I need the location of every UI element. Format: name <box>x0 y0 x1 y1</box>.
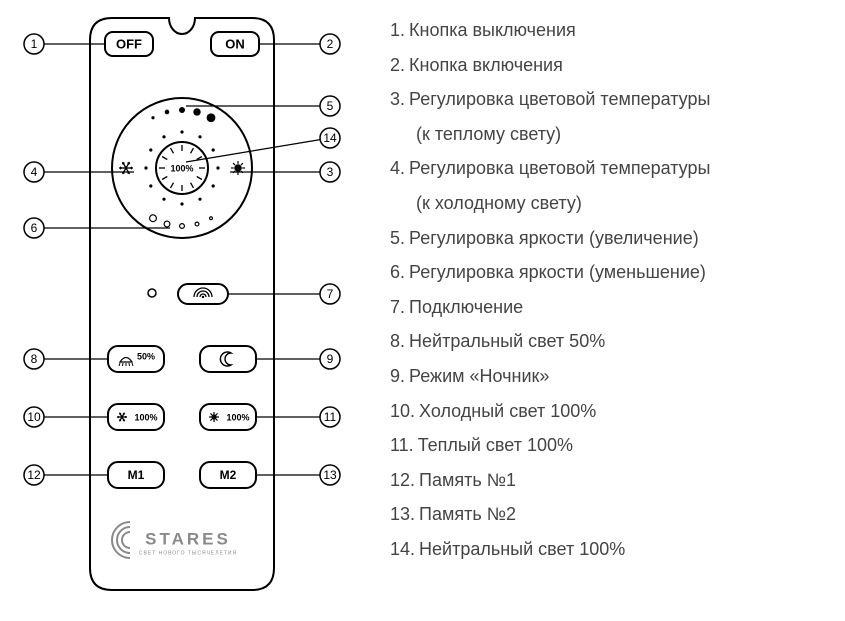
remote-body <box>90 18 274 590</box>
legend-item: 5.Регулировка яркости (увеличение) <box>390 228 830 250</box>
legend-item-number: 7. <box>390 297 405 317</box>
legend-item-text: Теплый свет 100% <box>418 435 573 455</box>
sun-icon[interactable] <box>231 161 245 175</box>
legend-item-number: 8. <box>390 331 405 351</box>
callout-number: 7 <box>327 287 334 301</box>
legend-item: 9.Режим «Ночник» <box>390 366 830 388</box>
neutral-50-label: 50% <box>137 351 155 361</box>
legend-item-number: 10. <box>390 401 415 421</box>
callout-number: 11 <box>324 410 337 424</box>
legend-item-number: 12. <box>390 470 415 490</box>
brightness-up-dot <box>151 116 154 119</box>
callout-number: 6 <box>31 221 38 235</box>
legend-item-text: Регулировка цветовой температуры <box>409 158 710 178</box>
brightness-up-dot <box>179 107 185 113</box>
legend-item-number: 11. <box>390 435 414 455</box>
callout-number: 9 <box>327 352 334 366</box>
remote-diagram: OFF ON 100% 50% 100% 100% M1 M2 STARES СВЕТ НОВОГ… <box>0 0 370 621</box>
legend-item-number: 5. <box>390 228 405 248</box>
cold-100-label: 100% <box>134 412 157 422</box>
on-button-label: ON <box>225 36 245 51</box>
legend-item-number: 2. <box>390 55 405 75</box>
legend-item-number: 3. <box>390 89 405 109</box>
callout-number: 5 <box>327 99 334 113</box>
legend-item: 14.Нейтральный свет 100% <box>390 539 830 561</box>
brightness-up-dot <box>193 108 200 115</box>
off-button-label: OFF <box>116 36 142 51</box>
memory-1-label: M1 <box>128 468 145 482</box>
brand-subtext: СВЕТ НОВОГО ТЫСЯЧЕЛЕТИЯ <box>139 550 237 556</box>
callout-number: 10 <box>27 410 41 424</box>
legend-item: 4.Регулировка цветовой температуры <box>390 158 830 180</box>
brightness-up-dot <box>165 110 170 115</box>
legend-item: 10.Холодный свет 100% <box>390 401 830 423</box>
legend-item-text: Подключение <box>409 297 523 317</box>
legend-item: 11.Теплый свет 100% <box>390 435 830 457</box>
callout-number: 3 <box>327 165 334 179</box>
legend-item-number: 14. <box>390 539 415 559</box>
legend-item: 13.Память №2 <box>390 504 830 526</box>
legend-item-text: Память №2 <box>419 504 516 524</box>
dial-center-label: 100% <box>170 163 193 173</box>
legend-item-text: Память №1 <box>419 470 516 490</box>
legend-item-text: Регулировка яркости (увеличение) <box>409 228 699 248</box>
legend-item-text: Холодный свет 100% <box>419 401 596 421</box>
memory-2-label: M2 <box>220 468 237 482</box>
callout-number: 8 <box>31 352 38 366</box>
legend-item-text: Кнопка выключения <box>409 20 576 40</box>
legend-list: 1.Кнопка выключения2.Кнопка включения3.Р… <box>390 20 830 574</box>
callout-number: 13 <box>323 468 337 482</box>
legend-item-text: Нейтральный свет 50% <box>409 331 605 351</box>
legend-item-number: 13. <box>390 504 415 524</box>
callout-number: 4 <box>31 165 38 179</box>
brightness-up-dot <box>207 113 216 122</box>
legend-item-number: 4. <box>390 158 405 178</box>
legend-item: 12.Память №1 <box>390 470 830 492</box>
legend-item: 3.Регулировка цветовой температуры <box>390 89 830 111</box>
legend-item-number: 1. <box>390 20 405 40</box>
legend-item: 8.Нейтральный свет 50% <box>390 331 830 353</box>
legend-item: 7.Подключение <box>390 297 830 319</box>
legend-item: (к теплому свету) <box>390 124 830 146</box>
legend-item-text: (к холодному свету) <box>416 193 582 213</box>
legend-item-text: Режим «Ночник» <box>409 366 549 386</box>
legend-item: 1.Кнопка выключения <box>390 20 830 42</box>
legend-item: 6.Регулировка яркости (уменьшение) <box>390 262 830 284</box>
brand-text: STARES <box>145 529 231 548</box>
legend-item-number: 6. <box>390 262 405 282</box>
legend-item-text: Кнопка включения <box>409 55 563 75</box>
legend-item-text: (к теплому свету) <box>416 124 561 144</box>
legend-item-number: 9. <box>390 366 405 386</box>
legend-item-text: Регулировка цветовой температуры <box>409 89 710 109</box>
legend-item-text: Регулировка яркости (уменьшение) <box>409 262 706 282</box>
legend-item: (к холодному свету) <box>390 193 830 215</box>
callout-number: 14 <box>323 131 337 145</box>
sun-icon <box>209 412 219 422</box>
legend-item-text: Нейтральный свет 100% <box>419 539 625 559</box>
legend-item: 2.Кнопка включения <box>390 55 830 77</box>
page: OFF ON 100% 50% 100% 100% M1 M2 STARES СВЕТ НОВОГ… <box>0 0 845 621</box>
warm-100-label: 100% <box>226 412 249 422</box>
callout-number: 12 <box>27 468 41 482</box>
callout-number: 2 <box>327 37 334 51</box>
callout-number: 1 <box>31 37 38 51</box>
